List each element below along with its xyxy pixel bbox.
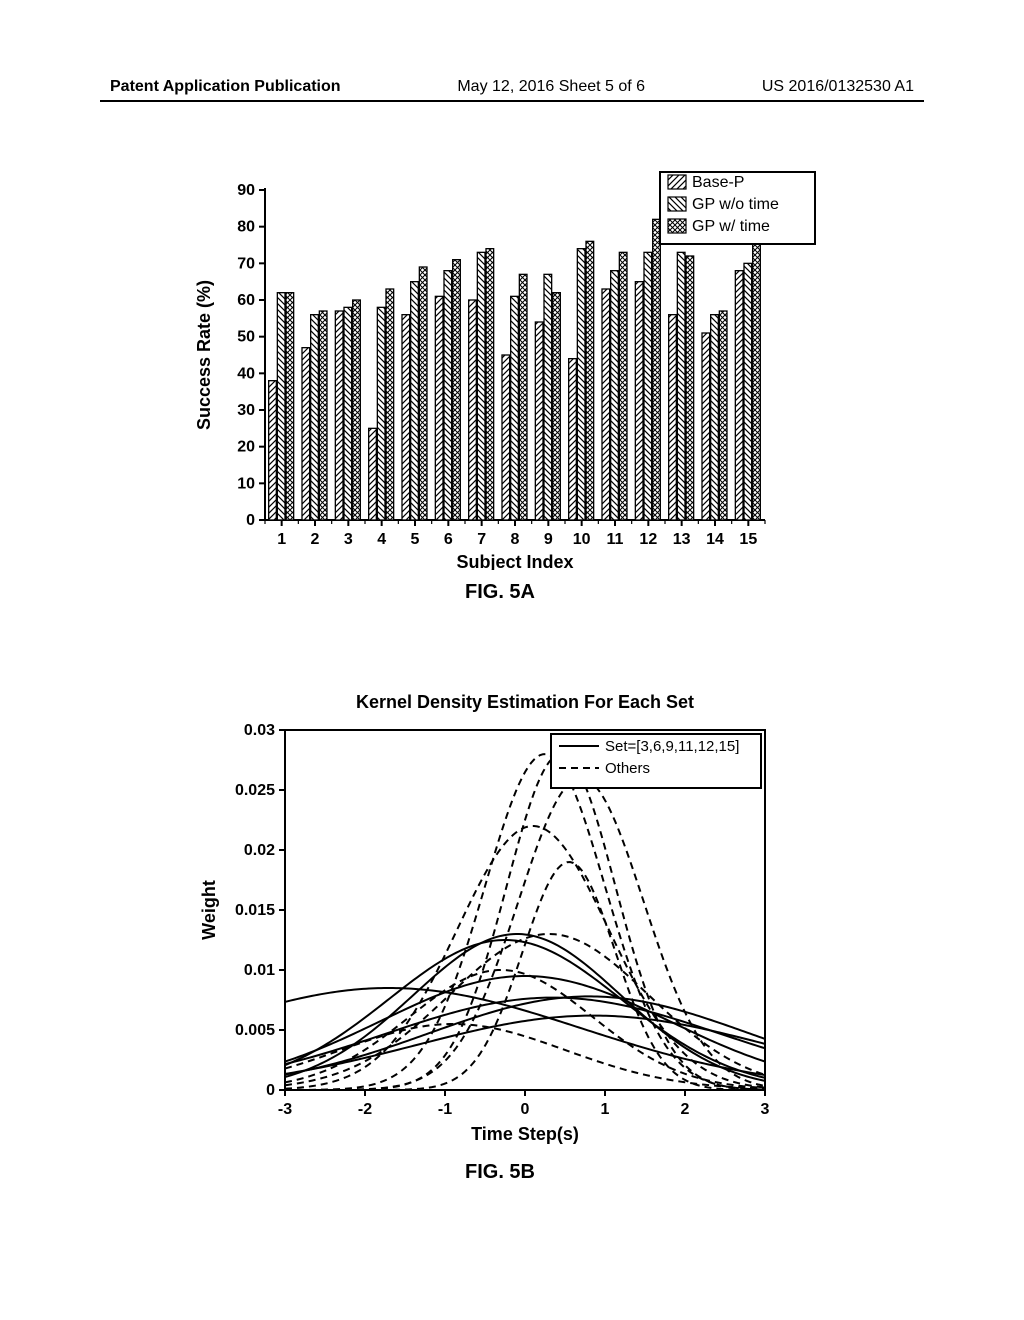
svg-text:3: 3 (344, 531, 353, 548)
svg-text:GP w/o time: GP w/o time (692, 196, 779, 213)
svg-text:20: 20 (237, 439, 255, 456)
svg-text:-1: -1 (438, 1101, 452, 1118)
svg-text:80: 80 (237, 219, 255, 236)
svg-text:0: 0 (521, 1101, 530, 1118)
svg-text:1: 1 (277, 531, 286, 548)
svg-text:2: 2 (311, 531, 320, 548)
svg-text:11: 11 (607, 531, 624, 548)
svg-text:10: 10 (573, 531, 591, 548)
svg-text:2: 2 (681, 1101, 690, 1118)
svg-text:0.025: 0.025 (235, 782, 275, 799)
svg-text:8: 8 (511, 531, 520, 548)
svg-text:30: 30 (237, 402, 255, 419)
svg-text:60: 60 (237, 292, 255, 309)
header-right: US 2016/0132530 A1 (762, 78, 914, 96)
svg-text:9: 9 (544, 531, 553, 548)
figure-5b-label: FIG. 5B (180, 1161, 820, 1184)
svg-text:Set=[3,6,9,11,12,15]: Set=[3,6,9,11,12,15] (605, 738, 739, 755)
svg-text:Others: Others (605, 760, 650, 777)
figure-5b-chart: Kernel Density Estimation For Each Set 0 0… (180, 680, 820, 1150)
svg-text:40: 40 (237, 365, 255, 382)
svg-text:Subject Index: Subject Index (456, 552, 573, 570)
svg-text:0.005: 0.005 (235, 1022, 275, 1039)
svg-text:5: 5 (411, 531, 420, 548)
svg-text:90: 90 (237, 182, 255, 199)
svg-text:14: 14 (706, 531, 724, 548)
svg-text:0.03: 0.03 (244, 722, 275, 739)
figure-5a-label: FIG. 5A (180, 581, 820, 604)
svg-text:3: 3 (761, 1101, 770, 1118)
svg-text:6: 6 (444, 531, 453, 548)
header-center: May 12, 2016 Sheet 5 of 6 (457, 78, 645, 96)
svg-text:0: 0 (266, 1082, 275, 1099)
svg-text:15: 15 (739, 531, 757, 548)
svg-text:4: 4 (377, 531, 386, 548)
figure-5a-container: 0102030405060708090Success Rate (%)12345… (180, 170, 820, 600)
figure-5b-container: Kernel Density Estimation For Each Set 0 0… (180, 680, 820, 1190)
page-header: Patent Application Publication May 12, 2… (0, 78, 1024, 96)
svg-text:Weight: Weight (199, 880, 219, 940)
svg-text:0.02: 0.02 (244, 842, 275, 859)
svg-text:0: 0 (246, 512, 255, 529)
svg-text:Time Step(s): Time Step(s) (471, 1124, 579, 1144)
svg-text:-2: -2 (358, 1101, 372, 1118)
svg-text:Base-P: Base-P (692, 174, 744, 191)
header-left: Patent Application Publication (110, 78, 341, 96)
svg-text:50: 50 (237, 329, 255, 346)
svg-text:0.01: 0.01 (244, 962, 275, 979)
svg-text:GP w/ time: GP w/ time (692, 218, 770, 235)
svg-text:70: 70 (237, 255, 255, 272)
svg-text:13: 13 (673, 531, 691, 548)
page: Patent Application Publication May 12, 2… (0, 0, 1024, 1320)
svg-text:Success Rate (%): Success Rate (%) (194, 280, 214, 430)
figure-5a-chart: 0102030405060708090Success Rate (%)12345… (180, 170, 820, 570)
header-rule (100, 100, 924, 102)
svg-text:12: 12 (639, 531, 657, 548)
svg-text:7: 7 (477, 531, 486, 548)
svg-text:0.015: 0.015 (235, 902, 275, 919)
svg-text:-3: -3 (278, 1101, 292, 1118)
svg-text:Kernel Density Estimation For: Kernel Density Estimation For Each Set (356, 692, 694, 712)
svg-text:10: 10 (237, 475, 255, 492)
svg-text:1: 1 (601, 1101, 610, 1118)
